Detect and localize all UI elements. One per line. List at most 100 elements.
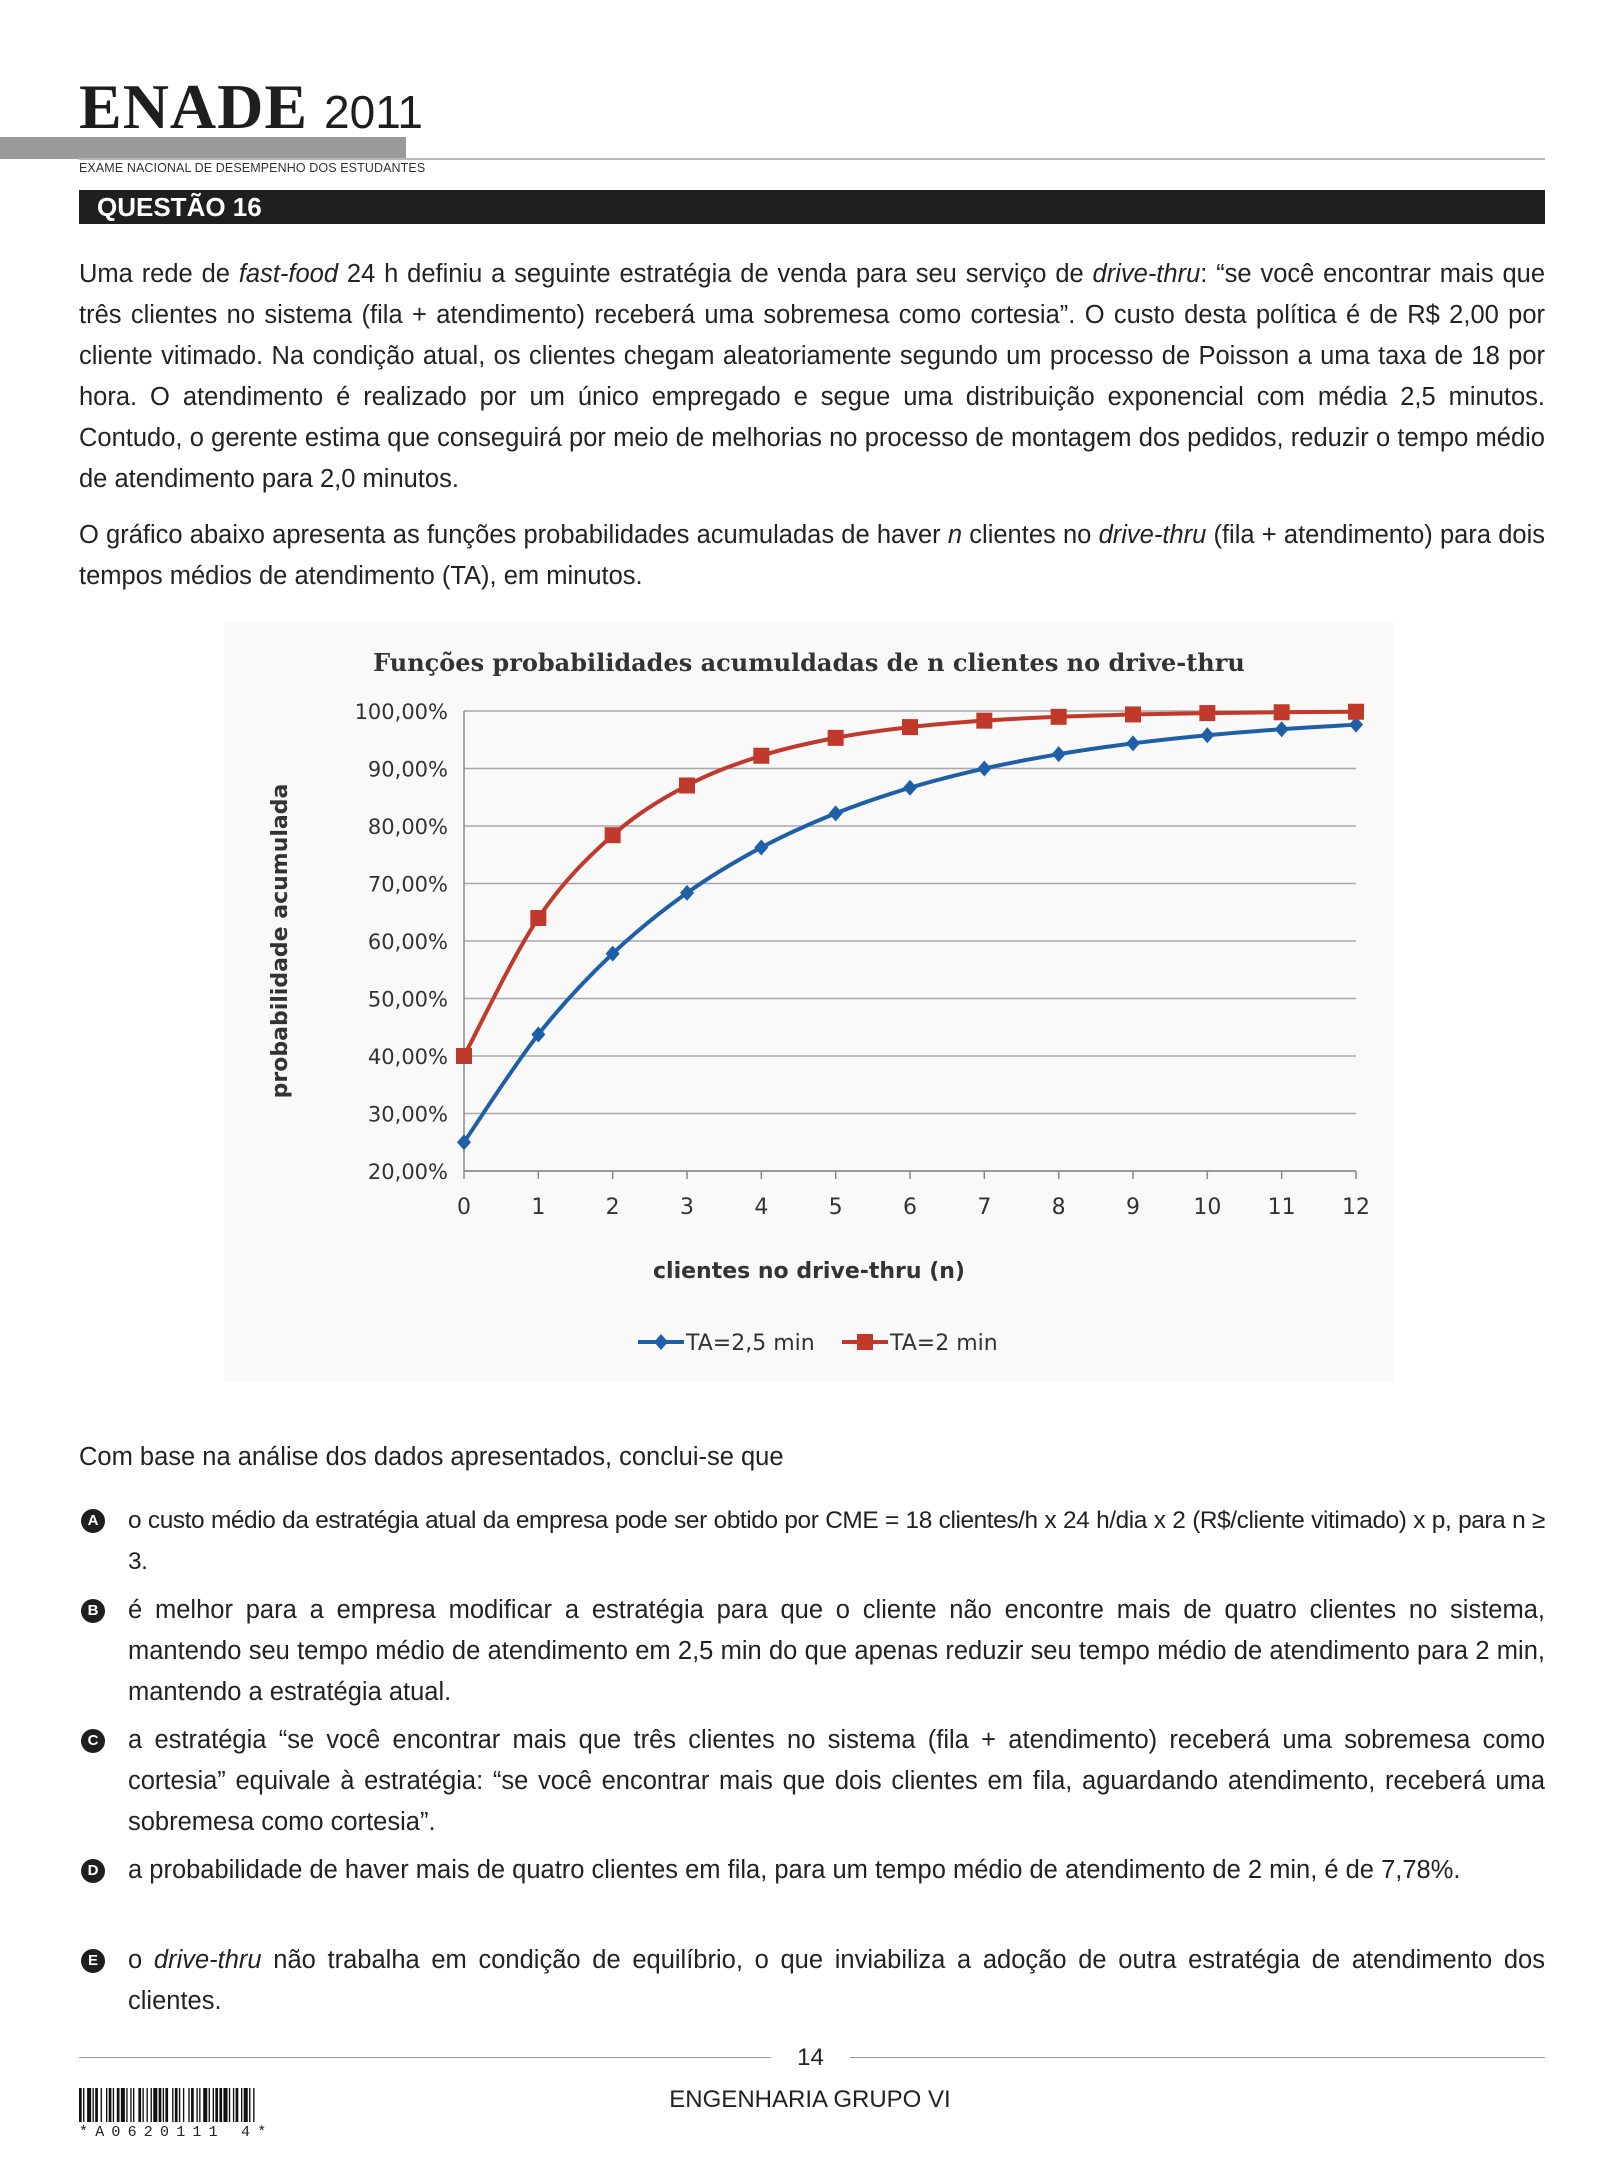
option-c-text: a estratégia “se você encontrar mais que… (128, 1726, 1545, 1836)
barcode-bar (199, 2088, 201, 2122)
barcode-bar (162, 2088, 165, 2122)
y-tick-label: 30,00% (368, 1103, 448, 1127)
barcode-bar (203, 2088, 208, 2122)
x-tick-label: 12 (1342, 1195, 1370, 1220)
option-c-badge: C (81, 1729, 105, 1753)
data-point-diamond (828, 805, 843, 822)
barcode-bar (79, 2088, 82, 2122)
data-point-diamond (1051, 746, 1066, 763)
data-point-square (827, 729, 844, 746)
option-e-text: o drive-thru não trabalha em condição de… (128, 1946, 1545, 2015)
legend-marker-diamond (654, 1334, 668, 1350)
page-number: 14 (797, 2044, 824, 2071)
data-point-square (456, 1048, 472, 1064)
option-a[interactable]: A o custo médio da estratégia atual da e… (79, 1500, 1545, 1582)
barcode-image (79, 2088, 255, 2122)
brand-year: 2011 (324, 86, 423, 138)
barcode-bar (235, 2088, 239, 2122)
data-point-diamond (977, 760, 992, 777)
data-point-diamond (1200, 727, 1215, 744)
barcode-bar (92, 2088, 94, 2122)
barcode-bar (150, 2088, 152, 2122)
legend-label: TA=2,5 min (685, 1331, 815, 1356)
barcode-bar (232, 2088, 235, 2122)
barcode-bar (196, 2088, 198, 2122)
y-tick-label: 20,00% (368, 1160, 448, 1184)
y-tick-label: 90,00% (368, 758, 448, 782)
y-tick-label: 100,00% (355, 700, 448, 724)
barcode-bar (182, 2088, 185, 2122)
barcode-bar (188, 2088, 190, 2122)
barcode-bar (212, 2088, 214, 2122)
data-point-diamond (1349, 716, 1363, 733)
y-tick-label: 70,00% (368, 873, 448, 897)
barcode-bar (253, 2088, 255, 2122)
barcode-bar (241, 2088, 243, 2122)
option-e-badge: E (81, 1949, 105, 1973)
data-point-square (976, 712, 993, 729)
barcode-bar (83, 2088, 85, 2122)
data-point-diamond (457, 1134, 471, 1151)
question-paragraph-3: Com base na análise dos dados apresentad… (79, 1443, 784, 1471)
footer-rule-right (850, 2057, 1545, 2058)
barcode-bar (172, 2088, 174, 2122)
header-subtitle: EXAME NACIONAL DE DESEMPENHO DOS ESTUDAN… (79, 161, 426, 175)
footer-label: ENGENHARIA GRUPO VI (669, 2086, 951, 2113)
barcode-bar (95, 2088, 98, 2122)
data-point-diamond (903, 779, 917, 796)
x-tick-label: 10 (1193, 1195, 1221, 1220)
data-point-square (902, 719, 918, 736)
question-label: QUESTÃO 16 (79, 190, 1545, 224)
y-tick-label: 50,00% (368, 988, 448, 1012)
barcode-bar (106, 2088, 108, 2122)
data-point-diamond (680, 884, 694, 901)
data-point-square (1273, 704, 1290, 721)
chart-svg: Funções probabilidades acumuldadas de n … (268, 648, 1370, 1356)
barcode-bar (249, 2088, 251, 2122)
x-tick-label: 11 (1268, 1195, 1296, 1220)
barcode-bar (146, 2088, 148, 2122)
chart-title: Funções probabilidades acumuldadas de n … (373, 648, 1245, 677)
barcode-text: *A0620111 4* (79, 2124, 274, 2141)
barcode-bar (100, 2088, 102, 2122)
x-tick-label: 6 (903, 1195, 917, 1220)
barcode-bar (191, 2088, 194, 2122)
data-point-square (1199, 705, 1216, 722)
data-point-diamond (531, 1026, 546, 1043)
option-e[interactable]: E o drive-thru não trabalha em condição … (79, 1940, 1545, 2022)
x-axis-label: clientes no drive-thru (n) (653, 1259, 965, 1284)
barcode-bar (165, 2088, 169, 2122)
legend-marker-square (857, 1334, 873, 1350)
barcode-bar (219, 2088, 223, 2122)
legend-label: TA=2 min (889, 1331, 998, 1356)
barcode-bar (112, 2088, 115, 2122)
x-tick-label: 4 (754, 1195, 768, 1220)
barcode-bar (215, 2088, 219, 2122)
data-point-diamond (754, 839, 769, 856)
barcode-bar (243, 2088, 248, 2122)
option-b[interactable]: B é melhor para a empresa modificar a es… (79, 1590, 1545, 1713)
option-c[interactable]: C a estratégia “se você encontrar mais q… (79, 1720, 1545, 1843)
y-axis-label: probabilidade acumulada (268, 784, 293, 1099)
header-rule (79, 158, 1545, 160)
y-tick-label: 40,00% (368, 1045, 448, 1069)
barcode-bar (120, 2088, 125, 2122)
data-point-square (1125, 706, 1141, 723)
header-grey-bar (0, 137, 406, 159)
barcode-bar (208, 2088, 210, 2122)
option-a-badge: A (81, 1509, 105, 1533)
barcode-bar (178, 2088, 181, 2122)
option-d[interactable]: D a probabilidade de haver mais de quatr… (79, 1850, 1545, 1891)
barcode-bar (108, 2088, 112, 2122)
data-point-diamond (605, 945, 620, 962)
barcode-bar (130, 2088, 132, 2122)
option-d-text: a probabilidade de haver mais de quatro … (128, 1856, 1461, 1884)
barcode-bar (116, 2088, 120, 2122)
barcode-bar (138, 2088, 142, 2122)
question-paragraph-1: Uma rede de fast-food 24 h definiu a seg… (79, 260, 1546, 493)
y-tick-label: 80,00% (368, 815, 448, 839)
data-point-square (1050, 708, 1067, 725)
x-tick-label: 9 (1126, 1195, 1140, 1220)
x-tick-label: 3 (680, 1195, 694, 1220)
y-tick-label: 60,00% (368, 930, 448, 954)
